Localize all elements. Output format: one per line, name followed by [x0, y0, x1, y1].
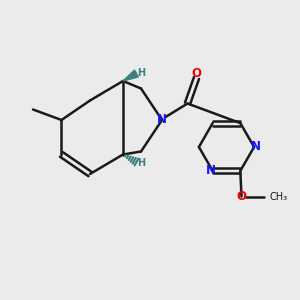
Polygon shape	[123, 70, 138, 81]
Text: N: N	[250, 140, 261, 154]
Text: H: H	[137, 68, 145, 78]
Text: H: H	[137, 158, 145, 168]
Text: CH₃: CH₃	[269, 191, 287, 202]
Text: O: O	[191, 67, 202, 80]
Text: O: O	[236, 190, 247, 203]
Text: N: N	[157, 113, 167, 126]
Text: N: N	[206, 164, 216, 177]
